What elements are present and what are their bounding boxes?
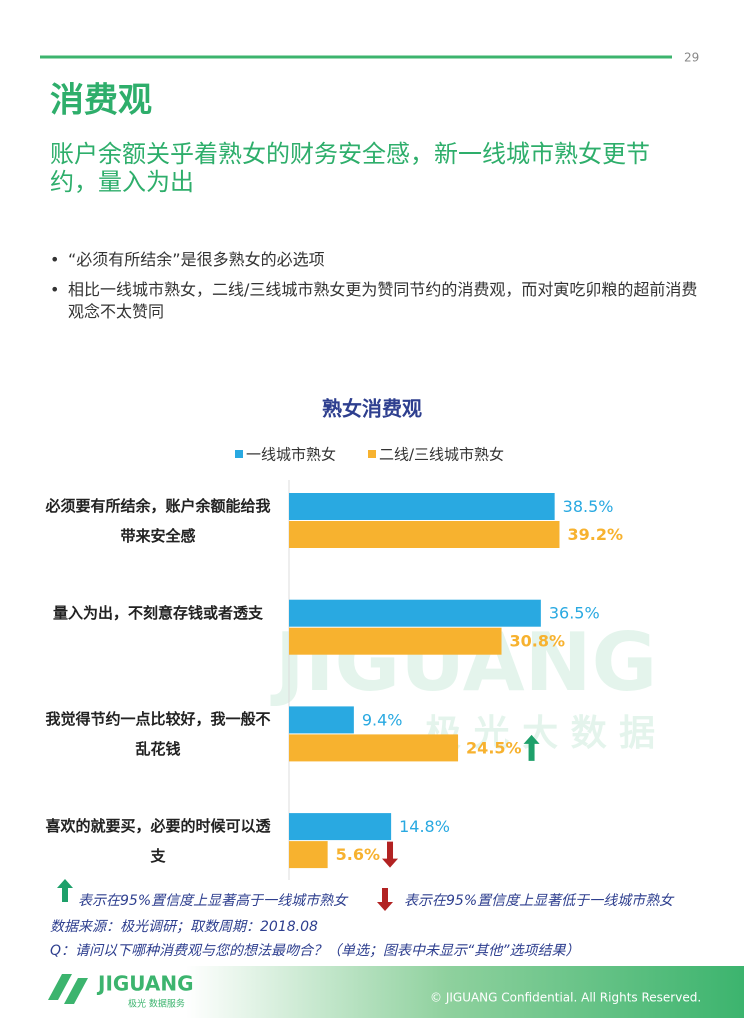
logo-tagline: 极光 数据服务 <box>128 998 185 1010</box>
watermark-tagline: 极 光 大 数 据 <box>425 713 655 754</box>
bar <box>289 841 328 869</box>
category-label: 量入为出，不刻意存钱或者透支 <box>52 603 263 622</box>
value-label: 24.5% <box>466 738 522 757</box>
question: Q：请问以下哪种消费观与您的想法最吻合？（单选；图表中未显示“其他”选项结果） <box>50 943 580 959</box>
copyright: © JIGUANG Confidential. All Rights Reser… <box>430 991 701 1005</box>
bar <box>289 813 392 841</box>
up-arrow <box>523 734 540 761</box>
note-up: 表示在95%置信度上显著高于一线城市熟女 <box>78 893 349 909</box>
bar <box>289 493 555 520</box>
legend-swatch <box>235 450 243 458</box>
logo-name: JIGUANG <box>96 972 194 996</box>
value-label: 14.8% <box>399 817 450 836</box>
value-label: 9.4% <box>362 710 403 729</box>
footer-band <box>0 966 744 1018</box>
page-title: 消费观 <box>50 81 152 121</box>
legend-label: 二线/三线城市熟女 <box>379 446 504 464</box>
bullet: 相比一线城市熟女，二线/三线城市熟女更为赞同节约的消费观，而对寅吃卯粮的超前消费… <box>50 279 708 323</box>
value-label: 36.5% <box>549 604 600 623</box>
subtitle: 账户余额关乎着熟女的财务安全感，新一线城市熟女更节约，量入为出 <box>50 140 650 196</box>
note-down: 表示在95%置信度上显著低于一线城市熟女 <box>404 893 675 909</box>
bar <box>289 706 354 734</box>
logo-mark <box>48 974 88 1004</box>
source: 数据来源：极光调研；取数周期：2018.08 <box>50 919 318 935</box>
chart-title: 熟女消费观 <box>322 397 422 421</box>
bullet: “必须有所结余”是很多熟女的必选项 <box>50 249 708 271</box>
bar <box>289 734 459 762</box>
legend-swatch <box>368 450 376 458</box>
value-label: 39.2% <box>567 525 623 544</box>
page-number: 29 <box>684 51 699 65</box>
category-label: 喜欢的就要买，必要的时候可以透支 <box>45 817 271 866</box>
bar <box>289 521 560 548</box>
bar <box>289 627 502 655</box>
category-label: 我觉得节约一点比较好，我一般不乱花钱 <box>45 710 271 759</box>
value-label: 38.5% <box>563 497 614 516</box>
up-arrow-icon <box>57 879 73 902</box>
value-label: 30.8% <box>510 632 566 651</box>
category-label: 必须要有所结余，账户余额能给我带来安全感 <box>45 497 271 545</box>
legend-label: 一线城市熟女 <box>246 446 336 464</box>
bar <box>289 599 541 627</box>
value-label: 5.6% <box>336 845 380 864</box>
down-arrow <box>382 841 399 868</box>
down-arrow-icon <box>377 888 393 911</box>
